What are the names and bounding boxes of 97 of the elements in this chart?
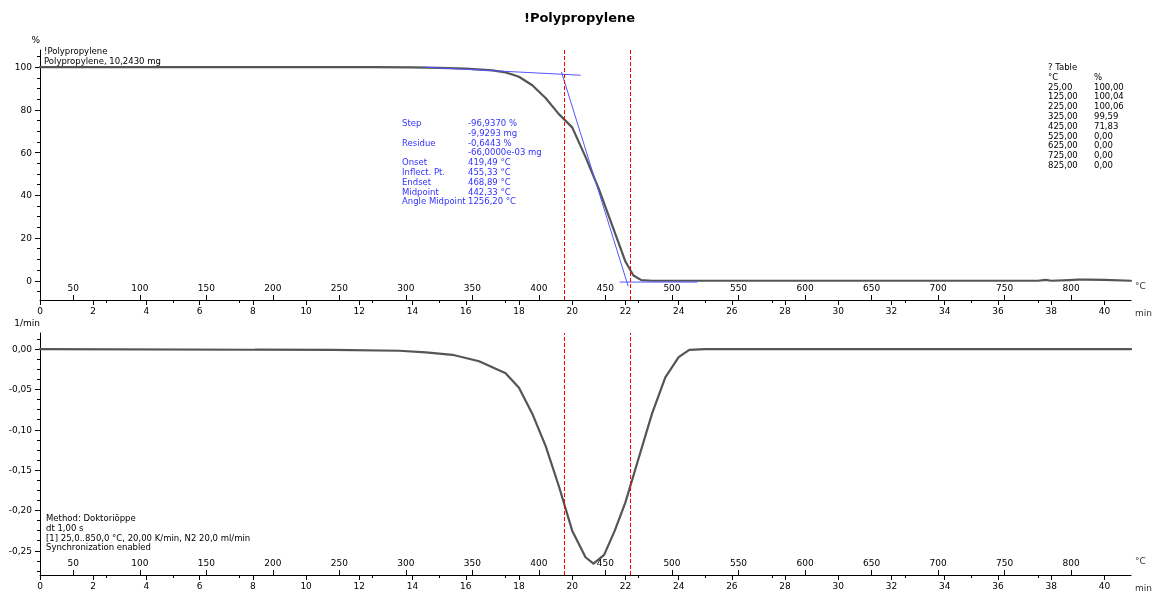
y-axis-title: 1/min	[14, 317, 40, 328]
x-tick-label: 40	[1098, 305, 1111, 316]
x2-tick-label: 700	[929, 282, 947, 293]
x2-tick-label: 400	[530, 557, 548, 568]
x2-tick-label: 550	[729, 557, 748, 568]
x-tick-label: 36	[992, 305, 1004, 316]
y-tick-label: 20	[20, 233, 33, 244]
x2-tick-label: 250	[330, 557, 349, 568]
x2-tick-label: 350	[463, 557, 482, 568]
x2-axis-title: °C	[1135, 555, 1146, 566]
x2-tick-label: 300	[397, 557, 415, 568]
x-tick-label: 6	[196, 305, 203, 316]
x2-tick-label: 150	[197, 557, 216, 568]
text: Step -96,9370 % -9,9293 mg Residue -0,6443 % -66,0000e-03 mg Onset 419,49 °C Inflect. Pt. 455,33 °C Endset 468,89 °C Midpoint 442,33 °C Angle Midpoint 1256,20 °C	[402, 117, 542, 207]
x-tick-label: 0	[37, 305, 44, 316]
y-tick-label: -0,05	[8, 384, 32, 395]
x-tick-label: 38	[1045, 580, 1058, 591]
y-tick-label: -0,10	[8, 424, 33, 435]
x-tick-label: 18	[513, 580, 525, 591]
x2-tick-label: 600	[796, 557, 814, 568]
x2-tick-label: 700	[929, 557, 947, 568]
x2-tick-label: 750	[996, 557, 1014, 568]
x-tick-label: 26	[726, 580, 738, 591]
x-tick-label: 4	[143, 580, 150, 591]
x2-tick-label: 800	[1062, 557, 1080, 568]
x2-tick-label: 50	[67, 557, 80, 568]
annotation: Method: Doktoriöppe dt 1,00 s [1] 25,0..850,0 °C, 20,00 K/min, N2 20,0 ml/min Synchronization enabled	[46, 512, 251, 553]
x-tick-label: 34	[939, 305, 951, 316]
y-tick-label: -0,20	[8, 505, 33, 516]
y-tick-label: -0,15	[8, 465, 32, 476]
x-axis-title: min	[1135, 307, 1152, 318]
x-tick-label: 24	[672, 305, 685, 316]
x2-tick-label: 200	[264, 557, 282, 568]
x-tick-label: 8	[250, 580, 257, 591]
x-tick-label: 16	[460, 580, 472, 591]
x2-tick-label: 750	[996, 282, 1014, 293]
x-tick-label: 14	[406, 305, 419, 316]
x-tick-label: 34	[939, 580, 951, 591]
x2-tick-label: 650	[862, 282, 881, 293]
x-tick-label: 38	[1045, 305, 1058, 316]
x2-tick-label: 800	[1062, 282, 1080, 293]
x-tick-label: 12	[353, 305, 366, 316]
x-tick-label: 10	[300, 580, 313, 591]
x-tick-label: 22	[619, 580, 632, 591]
y-tick-label: 60	[20, 147, 33, 158]
x-tick-label: 26	[726, 305, 738, 316]
x-tick-label: 24	[672, 580, 685, 591]
x2-axis-title: °C	[1135, 280, 1146, 291]
x2-tick-label: 200	[264, 282, 282, 293]
y-tick-label: 0	[26, 275, 33, 286]
x2-tick-label: 50	[67, 282, 80, 293]
text: ? Table °C % 25,00 100,00 125,00 100,04 225,00 100,06 325,00 99,59 425,00 71,83 525,00 0,00 625,00 0,00 725,00 0,00 825,00 0,00	[1048, 61, 1124, 170]
chart-title: !Polypropylene	[523, 10, 636, 25]
x2-tick-label: 300	[397, 282, 415, 293]
x-tick-label: 20	[566, 580, 579, 591]
annotation: !Polypropylene Polypropylene, 10,2430 mg	[44, 45, 161, 66]
y-tick-label: 0,00	[11, 344, 33, 355]
x2-tick-label: 500	[663, 282, 681, 293]
x-tick-label: 8	[250, 305, 257, 316]
x2-tick-label: 450	[596, 282, 615, 293]
x-tick-label: 14	[406, 580, 419, 591]
x-tick-label: 28	[779, 305, 792, 316]
x-tick-label: 30	[832, 305, 845, 316]
x-tick-label: 32	[885, 580, 898, 591]
x-tick-label: 28	[779, 580, 792, 591]
x2-tick-label: 500	[663, 557, 681, 568]
x2-tick-label: 100	[131, 282, 149, 293]
x-tick-label: 2	[90, 305, 97, 316]
x2-tick-label: 350	[463, 282, 482, 293]
y-tick-label: 40	[20, 190, 33, 201]
x-tick-label: 18	[513, 305, 525, 316]
x-tick-label: 4	[143, 305, 150, 316]
x-tick-label: 6	[196, 580, 203, 591]
x-tick-label: 36	[992, 580, 1004, 591]
y-tick-label: -0,25	[8, 545, 32, 556]
x-tick-label: 40	[1098, 580, 1111, 591]
x2-tick-label: 600	[796, 282, 814, 293]
x2-tick-label: 100	[131, 557, 149, 568]
x2-tick-label: 400	[530, 282, 548, 293]
x-tick-label: 20	[566, 305, 579, 316]
x-tick-label: 10	[300, 305, 313, 316]
x-tick-label: 30	[832, 580, 845, 591]
y-axis-title: %	[31, 34, 41, 45]
x-tick-label: 0	[37, 580, 44, 591]
x-tick-label: 2	[90, 580, 97, 591]
x-tick-label: 16	[460, 305, 472, 316]
x2-tick-label: 150	[197, 282, 216, 293]
x-tick-label: 12	[353, 580, 366, 591]
x-axis-title: min	[1135, 582, 1152, 593]
x-tick-label: 22	[619, 305, 632, 316]
y-tick-label: 100	[14, 62, 33, 73]
x2-tick-label: 650	[862, 557, 881, 568]
x2-tick-label: 250	[330, 282, 349, 293]
y-tick-label: 80	[20, 104, 33, 115]
x2-tick-label: 550	[729, 282, 748, 293]
x-tick-label: 32	[885, 305, 898, 316]
x2-tick-label: 450	[596, 557, 615, 568]
